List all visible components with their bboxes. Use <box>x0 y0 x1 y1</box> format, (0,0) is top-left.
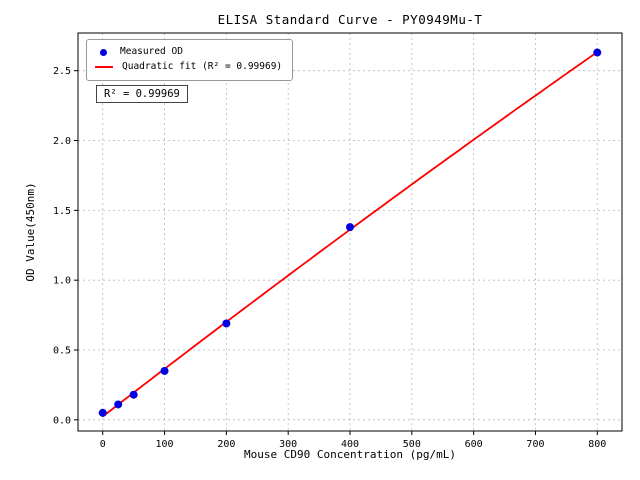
y-axis-label: OD Value(450nm) <box>24 182 37 282</box>
svg-text:1.5: 1.5 <box>53 206 71 217</box>
svg-text:100: 100 <box>156 439 174 450</box>
svg-text:600: 600 <box>465 439 483 450</box>
svg-text:0: 0 <box>100 439 106 450</box>
svg-text:500: 500 <box>403 439 421 450</box>
svg-text:800: 800 <box>588 439 606 450</box>
svg-text:1.0: 1.0 <box>53 276 71 287</box>
red-line-marker-icon <box>95 66 113 69</box>
legend-item-quadratic-fit: Quadratic fit (R² = 0.99969) <box>95 60 282 75</box>
svg-text:0.5: 0.5 <box>53 346 71 357</box>
legend-item-measured-od: Measured OD <box>95 45 282 60</box>
svg-text:0.0: 0.0 <box>53 415 71 426</box>
x-axis-label: Mouse CD90 Concentration (pg/mL) <box>244 448 456 461</box>
svg-text:300: 300 <box>279 439 297 450</box>
svg-text:700: 700 <box>526 439 544 450</box>
r-squared-annotation: R² = 0.99969 <box>96 85 188 103</box>
legend: Measured OD Quadratic fit (R² = 0.99969) <box>86 39 294 82</box>
svg-text:2.5: 2.5 <box>53 66 71 77</box>
svg-text:400: 400 <box>341 439 359 450</box>
legend-label-measured-od: Measured OD <box>120 46 183 57</box>
blue-dot-marker-icon <box>100 48 107 56</box>
chart-title: ELISA Standard Curve - PY0949Mu-T <box>217 12 483 27</box>
svg-text:200: 200 <box>217 439 235 450</box>
legend-label-quadratic-fit: Quadratic fit (R² = 0.99969) <box>122 60 283 72</box>
svg-text:2.0: 2.0 <box>53 136 71 147</box>
